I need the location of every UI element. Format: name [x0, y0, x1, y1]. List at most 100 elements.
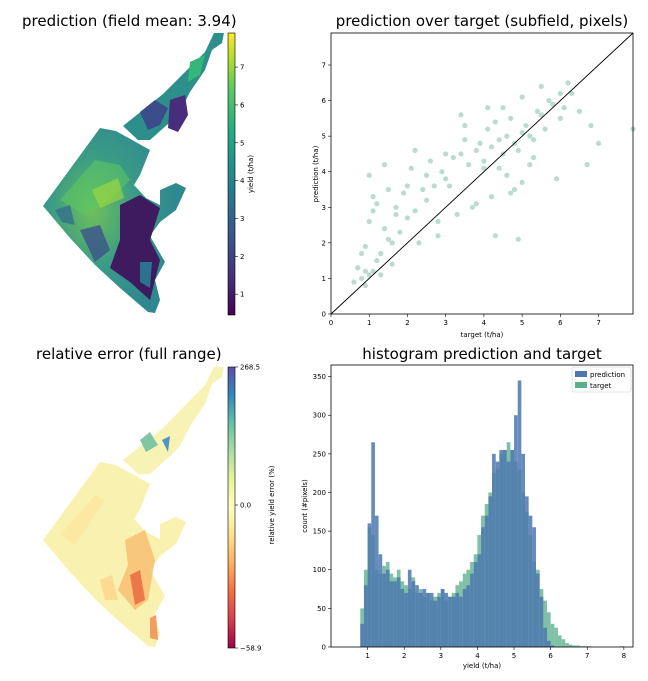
scatter-point [393, 204, 399, 210]
histogram-bar-prediction [407, 569, 412, 647]
scatter-point [595, 140, 602, 146]
scatter-point [393, 211, 399, 218]
scatter-xtick-label: 5 [520, 319, 524, 327]
scatter-point [485, 126, 491, 132]
histogram-xtick-label: 8 [622, 652, 626, 660]
histogram-bar-prediction [495, 461, 500, 647]
histogram-xtick-label: 3 [439, 652, 443, 660]
scatter-point [553, 176, 560, 182]
histogram-bar-prediction [404, 592, 408, 647]
scatter-point [469, 204, 476, 210]
histogram-bar-prediction [418, 592, 423, 647]
histogram-bar-prediction [459, 596, 463, 647]
histogram-bar-prediction [506, 461, 511, 647]
scatter-point [427, 158, 433, 164]
histogram-bar-prediction [382, 573, 386, 647]
error-map-main-field [43, 462, 186, 647]
scatter-point [416, 240, 422, 246]
prediction-colorbar-tick-label: 4 [240, 177, 245, 185]
histogram-xtick-label: 5 [512, 652, 516, 660]
histogram-bar-prediction [470, 573, 474, 647]
prediction-colorbar-tick-label: 6 [240, 101, 245, 109]
error-colorbar-ticks: 268.5 0.0 −58.9 [235, 364, 261, 653]
histogram-xtick-label: 6 [548, 652, 553, 660]
histogram-bar-prediction [378, 554, 383, 647]
scatter-point [542, 126, 548, 132]
scatter-point [481, 158, 487, 164]
error-map-title: relative error (full range) [36, 345, 222, 363]
scatter-point [404, 215, 411, 221]
histogram-bar-prediction [550, 645, 555, 647]
scatter-point [378, 272, 384, 278]
error-colorbar-tick-zero: 0.0 [240, 502, 251, 510]
histogram-bar-prediction [528, 515, 533, 647]
histogram-bar-prediction [466, 585, 471, 647]
scatter-point [381, 226, 388, 232]
scatter-point [504, 133, 510, 139]
histogram-bar-prediction [525, 496, 529, 647]
histogram-ytick-label: 100 [313, 566, 326, 574]
prediction-colorbar-tick-label: 1 [240, 291, 244, 299]
histogram-bar-prediction [492, 453, 496, 647]
scatter-point [423, 197, 430, 203]
prediction-colorbar [227, 32, 236, 316]
histogram-bar-prediction [374, 515, 379, 647]
scatter-point [473, 147, 479, 153]
prediction-colorbar-ticks: 1 2 3 4 5 6 7 [235, 64, 245, 299]
histogram-ytick-label: 150 [313, 528, 326, 536]
histogram-bar-target [550, 623, 555, 647]
histogram-bar-prediction [477, 554, 482, 647]
histogram-bar-prediction [367, 523, 372, 647]
scatter-point [557, 115, 563, 121]
histogram-bar-target [561, 639, 566, 647]
scatter-point [519, 129, 525, 136]
histogram-bar-target [546, 612, 551, 647]
error-colorbar-tick-min: −58.9 [240, 645, 261, 653]
histogram-bar-prediction [484, 515, 489, 647]
scatter-point [412, 208, 418, 214]
histogram-bar-prediction [514, 415, 518, 647]
histogram-xtick-label: 7 [585, 652, 589, 660]
histogram-ylabel: count (#pixels) [301, 479, 309, 533]
histogram-ytick-label: 50 [317, 605, 326, 613]
histogram-bar-prediction [499, 449, 504, 647]
histogram-bar-prediction [396, 577, 401, 647]
histogram-bar-prediction [360, 623, 364, 647]
scatter-point [381, 162, 388, 168]
scatter-point [351, 279, 357, 285]
histogram-bar-prediction [539, 596, 544, 647]
scatter-point [423, 172, 430, 178]
histogram-legend: prediction target [571, 366, 632, 393]
scatter-point [458, 151, 464, 157]
scatter-point [370, 194, 376, 200]
prediction-colorbar-label: yield (t/ha) [247, 155, 255, 194]
scatter-point [550, 101, 556, 107]
scatter-point [389, 240, 395, 246]
scatter-point [496, 137, 502, 143]
scatter-point [557, 90, 563, 97]
scatter-point [358, 275, 365, 282]
error-colorbar [227, 366, 236, 649]
prediction-colorbar-tick-label: 7 [240, 64, 244, 72]
error-colorbar-label: relative yield error (%) [268, 465, 276, 544]
histogram-bar-target [554, 627, 558, 647]
scatter-point [492, 119, 498, 125]
histogram-bar-prediction [462, 589, 467, 647]
scatter-point [446, 183, 453, 189]
histogram-bar-prediction [448, 596, 452, 647]
histogram-ytick-label: 0 [322, 644, 326, 652]
scatter-point [561, 105, 567, 111]
scatter-point [500, 105, 506, 111]
histogram-ytick-label: 200 [313, 489, 326, 497]
scatter-point [454, 211, 460, 218]
histogram-bar-prediction [426, 592, 430, 647]
histogram-bar-prediction [411, 581, 416, 647]
scatter-point [389, 261, 395, 267]
histogram-title: histogram prediction and target [362, 345, 602, 363]
scatter-point [473, 201, 479, 207]
scatter-point [408, 165, 414, 171]
